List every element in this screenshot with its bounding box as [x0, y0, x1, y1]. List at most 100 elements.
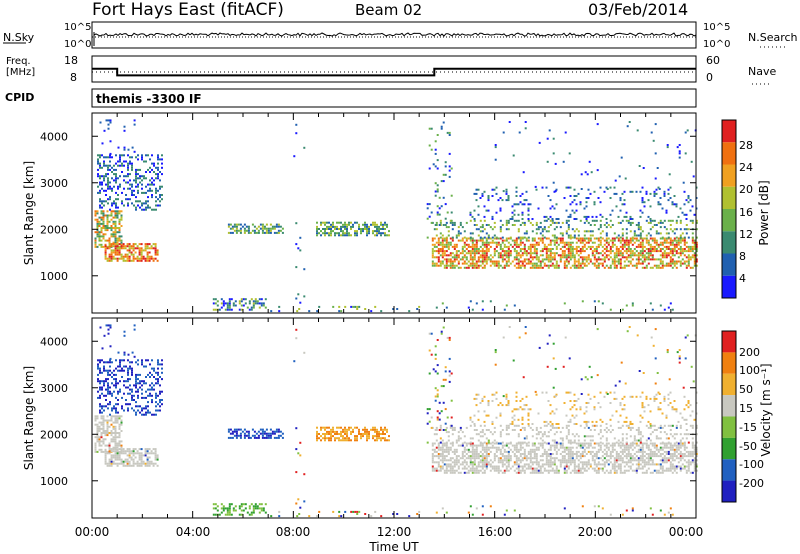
velocity-cell: [386, 439, 388, 442]
velocity-cell: [473, 455, 476, 458]
velocity-cell: [125, 386, 127, 389]
power-cell: [483, 219, 486, 222]
power-cell: [499, 264, 502, 267]
power-cell: [107, 179, 109, 182]
velocity-cell: [396, 513, 399, 515]
power-colorbar-swatch: [722, 186, 736, 210]
power-cell: [437, 248, 440, 250]
velocity-cell: [114, 427, 117, 430]
velocity-cell: [581, 444, 584, 447]
velocity-cell: [112, 427, 115, 430]
power-cell: [445, 264, 448, 267]
power-cell: [533, 243, 536, 246]
power-cell: [141, 183, 143, 186]
velocity-cell: [537, 448, 540, 451]
power-cell: [122, 255, 125, 258]
velocity-cell: [561, 455, 564, 458]
power-cell: [621, 192, 624, 195]
velocity-cell: [255, 436, 258, 439]
velocity-cell: [113, 407, 115, 410]
velocity-cell: [463, 465, 466, 468]
velocity-cell: [378, 433, 380, 435]
power-cell: [653, 264, 656, 267]
power-cell: [475, 239, 478, 242]
power-cell: [547, 248, 550, 250]
power-cell: [679, 236, 682, 239]
power-cell: [461, 248, 464, 250]
velocity-cell: [235, 430, 238, 433]
velocity-cell: [565, 461, 568, 464]
velocity-cell: [141, 384, 143, 387]
velocity-cell: [543, 450, 546, 453]
power-cell: [487, 199, 490, 202]
power-cell: [322, 228, 324, 230]
velocity-cell: [106, 419, 109, 422]
power-cell: [336, 232, 338, 235]
power-cell: [277, 223, 280, 226]
power-cell: [547, 243, 550, 246]
velocity-cell: [581, 463, 584, 466]
power-cell: [519, 195, 522, 197]
power-cell: [115, 173, 117, 176]
power-cell: [153, 162, 155, 165]
velocity-cell: [433, 442, 436, 445]
power-cell: [621, 266, 624, 269]
velocity-cell: [505, 457, 508, 460]
velocity-cell: [581, 446, 584, 449]
power-cell: [485, 254, 488, 257]
power-cell: [473, 252, 476, 255]
velocity-cell: [461, 457, 464, 460]
power-cell: [557, 237, 560, 240]
power-cell: [146, 257, 149, 260]
power-cell: [489, 254, 492, 257]
velocity-cell: [116, 464, 119, 467]
power-cell: [131, 166, 133, 169]
power-cell: [376, 228, 378, 230]
velocity-cell: [629, 446, 632, 449]
power-cell: [228, 308, 231, 311]
power-cell: [541, 258, 544, 261]
power-cell: [118, 257, 121, 260]
power-cell: [469, 239, 472, 242]
velocity-cell: [437, 465, 440, 468]
velocity-cell: [228, 505, 231, 508]
velocity-cell: [150, 460, 153, 463]
power-cell: [619, 209, 622, 212]
power-cell: [437, 241, 440, 244]
power-cell: [157, 189, 159, 192]
velocity-cell: [247, 434, 250, 437]
power-cell: [479, 245, 482, 248]
power-cell: [326, 221, 328, 224]
power-cell: [483, 260, 486, 263]
velocity-cell: [115, 380, 117, 383]
power-cell: [435, 224, 438, 226]
power-cell: [372, 223, 374, 226]
velocity-cell: [161, 399, 163, 401]
velocity-cell: [97, 380, 99, 383]
power-cell: [543, 228, 546, 231]
power-cell: [463, 245, 466, 248]
velocity-cell: [150, 462, 153, 465]
power-cell: [535, 248, 538, 250]
power-cell: [573, 195, 576, 197]
power-cell: [661, 248, 664, 250]
power-cell: [428, 215, 431, 218]
velocity-cell: [96, 417, 99, 420]
velocity-cell: [328, 426, 330, 429]
power-cell: [663, 190, 666, 193]
power-cell: [148, 247, 151, 250]
power-cell: [597, 252, 600, 255]
power-cell: [543, 258, 546, 261]
velocity-cell: [114, 434, 117, 437]
power-cell: [563, 260, 566, 263]
velocity-cell: [120, 462, 123, 465]
velocity-cell: [479, 469, 482, 472]
power-cell: [661, 254, 664, 257]
power-cell: [535, 254, 538, 257]
power-cell: [127, 198, 129, 201]
power-cell: [481, 300, 484, 303]
velocity-cell: [631, 444, 634, 447]
power-cell: [499, 207, 502, 210]
power-cell: [487, 250, 490, 253]
velocity-cell: [653, 453, 656, 455]
